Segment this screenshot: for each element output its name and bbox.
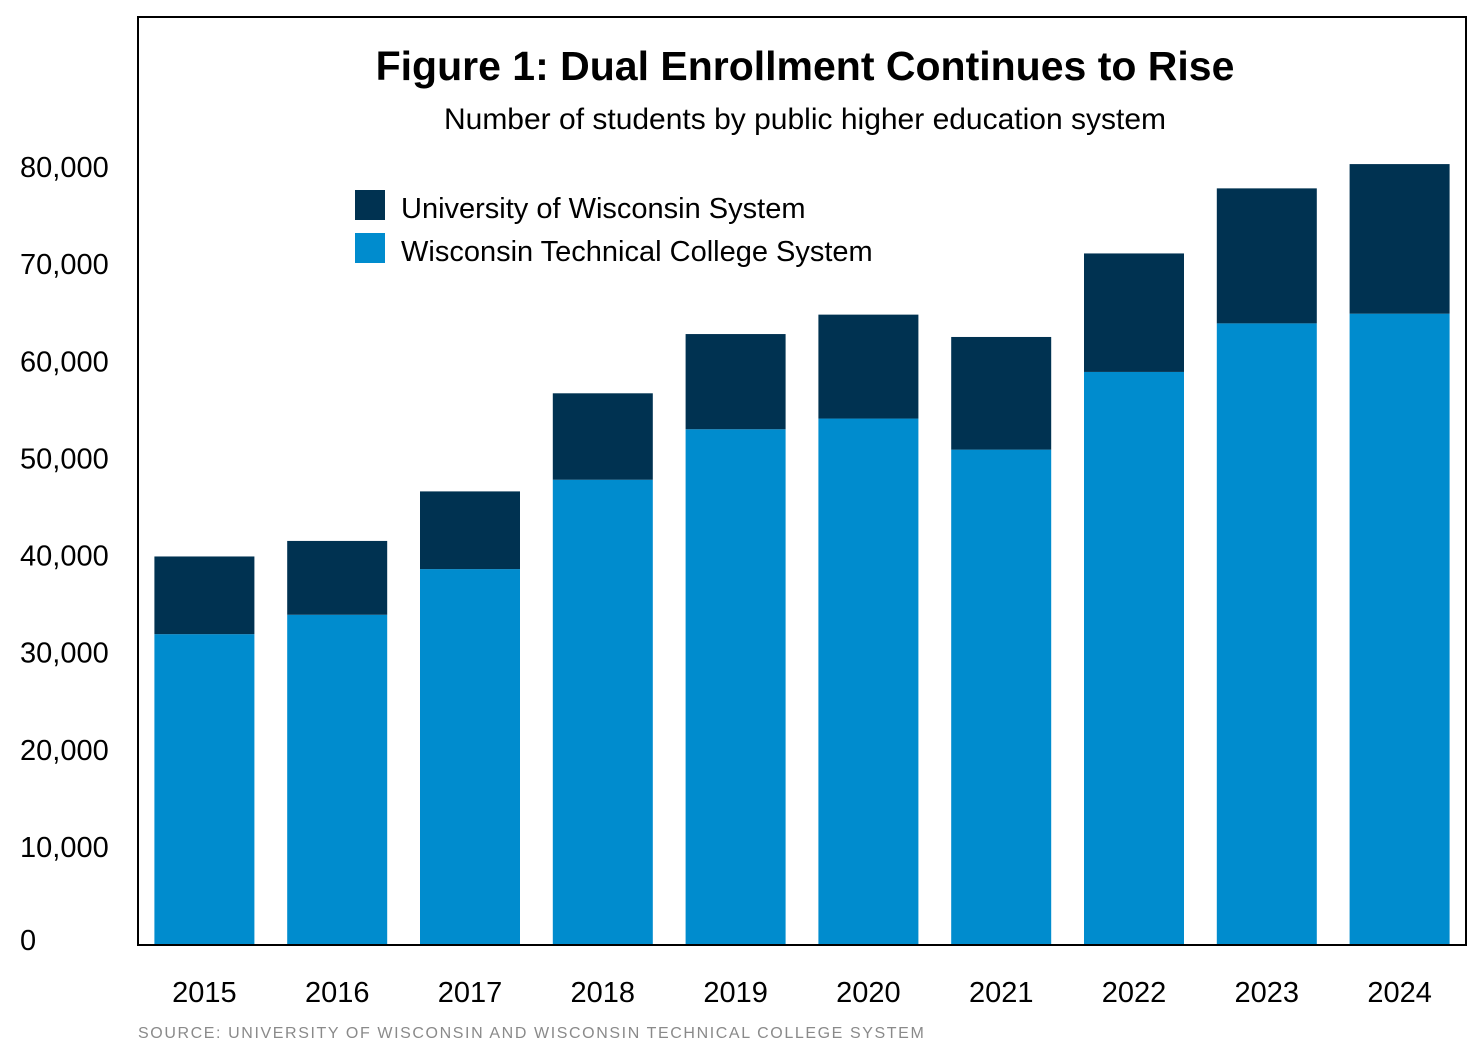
y-tick-label: 20,000 [20, 735, 109, 767]
x-tick-label: 2021 [969, 977, 1034, 1009]
y-tick-label: 40,000 [20, 541, 109, 573]
bar-technical-college-2017 [420, 569, 520, 944]
bar-university-2023 [1216, 188, 1317, 324]
x-tick-label: 2024 [1367, 977, 1432, 1009]
legend-label: Wisconsin Technical College System [401, 236, 873, 268]
bar-technical-college-2015 [154, 634, 255, 944]
y-tick-label: 80,000 [20, 152, 109, 184]
x-tick-label: 2015 [172, 977, 237, 1009]
bar-university-2018 [552, 393, 653, 480]
y-tick-label: 70,000 [20, 249, 109, 281]
bar-technical-college-2020 [818, 418, 919, 945]
plot-frame [137, 16, 1467, 946]
legend-swatch [355, 233, 385, 263]
bar-university-2024 [1349, 164, 1450, 314]
bar-technical-college-2021 [951, 449, 1052, 944]
chart-title: Figure 1: Dual Enrollment Continues to R… [376, 43, 1235, 89]
legend-swatch [355, 190, 385, 220]
bar-university-2015 [154, 556, 255, 635]
bar-technical-college-2024 [1349, 313, 1450, 944]
y-tick-label: 0 [20, 925, 36, 957]
x-tick-label: 2022 [1102, 977, 1167, 1009]
y-tick-label: 50,000 [20, 443, 109, 475]
x-tick-label: 2019 [703, 977, 768, 1009]
legend-label: University of Wisconsin System [401, 193, 806, 225]
bar-technical-college-2022 [1084, 371, 1184, 945]
x-tick-label: 2018 [571, 977, 636, 1009]
bar-university-2022 [1084, 253, 1184, 372]
x-axis-ticks: 2015 2016 2017 2018 2019 2020 2021 2022 2023 2024 [172, 977, 1432, 1009]
y-tick-label: 30,000 [20, 638, 109, 670]
bars-group [154, 164, 1450, 945]
legend: University of Wisconsin System Wisconsin … [355, 190, 873, 268]
bar-university-2016 [287, 540, 388, 615]
x-tick-label: 2023 [1235, 977, 1300, 1009]
bar-technical-college-2019 [685, 429, 786, 944]
source-note: SOURCE: UNIVERSITY OF WISCONSIN AND WISC… [138, 1025, 925, 1042]
x-tick-label: 2016 [305, 977, 370, 1009]
y-tick-label: 10,000 [20, 832, 109, 864]
chart-subtitle: Number of students by public higher educ… [444, 103, 1166, 136]
x-tick-label: 2020 [836, 977, 901, 1009]
y-tick-label: 60,000 [20, 346, 109, 378]
bar-university-2019 [685, 334, 786, 430]
bar-university-2020 [818, 314, 919, 419]
bar-university-2021 [951, 336, 1052, 450]
bar-technical-college-2023 [1216, 323, 1317, 945]
bar-university-2017 [420, 491, 520, 570]
x-tick-label: 2017 [438, 977, 503, 1009]
bar-technical-college-2018 [552, 479, 653, 944]
y-axis-ticks: 0 10,000 20,000 30,000 40,000 50,000 60,000 70,… [20, 152, 109, 957]
bar-technical-college-2016 [287, 614, 388, 944]
